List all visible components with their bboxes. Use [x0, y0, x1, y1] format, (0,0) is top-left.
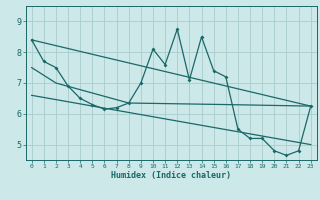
X-axis label: Humidex (Indice chaleur): Humidex (Indice chaleur)	[111, 171, 231, 180]
